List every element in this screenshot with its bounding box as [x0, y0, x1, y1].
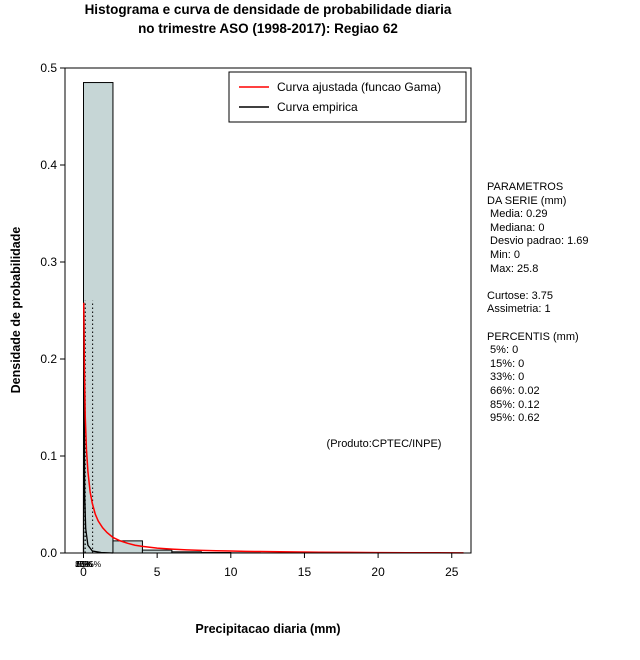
- y-tick-label: 0.1: [40, 449, 57, 463]
- plot-box: [64, 67, 472, 554]
- x-axis-title: Precipitacao diaria (mm): [195, 622, 341, 636]
- stats-line: 5%: 0: [487, 344, 519, 357]
- chart-title: Histograma e curva de densidade de proba…: [0, 0, 536, 38]
- x-tick-label: 25: [445, 565, 459, 579]
- stats-line: Max: 25.8: [487, 262, 539, 275]
- y-tick-label: 0.2: [40, 352, 57, 366]
- stats-line: [487, 276, 589, 290]
- y-tick-label: 0.3: [40, 255, 57, 269]
- percentile-label: 66%: [75, 559, 92, 569]
- stats-line: PARAMETROS: [487, 181, 564, 193]
- product-annotation: (Produto:CPTEC/INPE): [326, 438, 442, 450]
- legend-label: Curva ajustada (funcao Gama): [277, 80, 441, 94]
- histogram-bar: [83, 82, 114, 554]
- x-tick-label: 20: [371, 565, 385, 579]
- stats-line: 85%: 0.12: [487, 398, 540, 411]
- legend-box: [228, 71, 467, 123]
- stats-line: [487, 317, 589, 331]
- y-tick-label: 0.0: [40, 546, 57, 560]
- gamma-curve: [83, 302, 464, 554]
- y-tick-label: 0.4: [40, 158, 57, 172]
- stats-line: Media: 0.29: [487, 208, 548, 221]
- stats-line: Min: 0: [487, 248, 521, 261]
- stats-line: 66%: 0.02: [487, 384, 540, 397]
- percentile-label: 95%: [84, 559, 101, 569]
- stats-line: 33%: 0: [487, 371, 525, 384]
- x-tick-label: 5: [154, 565, 161, 579]
- x-tick-label: 0: [80, 565, 87, 579]
- chart-title-line2: no trimestre ASO (1998-2017): Regiao 62: [138, 21, 398, 36]
- y-tick-label: 0.5: [40, 61, 57, 75]
- x-tick-label: 10: [224, 565, 238, 579]
- stats-line: DA SERIE (mm): [487, 194, 567, 207]
- percentile-label: 85%: [77, 559, 94, 569]
- percentile-label: 15%: [75, 559, 92, 569]
- stats-line: 15%: 0: [487, 357, 525, 370]
- x-tick-label: 15: [298, 565, 312, 579]
- stats-line: Desvio padrao: 1.69: [487, 235, 589, 248]
- y-axis-title: Densidade de probabilidade: [9, 226, 23, 394]
- stats-line: 95%: 0.62: [487, 412, 540, 425]
- stats-line: Mediana: 0: [487, 221, 545, 234]
- legend-label: Curva empirica: [277, 100, 358, 114]
- stats-line: PERCENTIS (mm): [487, 330, 579, 343]
- stats-line: Assimetria: 1: [487, 303, 551, 316]
- percentile-label: 5%: [77, 559, 90, 569]
- stats-panel: PARAMETROS DA SERIE (mm) Media: 0.29 Med…: [487, 181, 589, 426]
- percentile-label: 33%: [75, 559, 92, 569]
- stats-line: Curtose: 3.75: [487, 289, 554, 302]
- chart-title-line1: Histograma e curva de densidade de proba…: [84, 2, 452, 17]
